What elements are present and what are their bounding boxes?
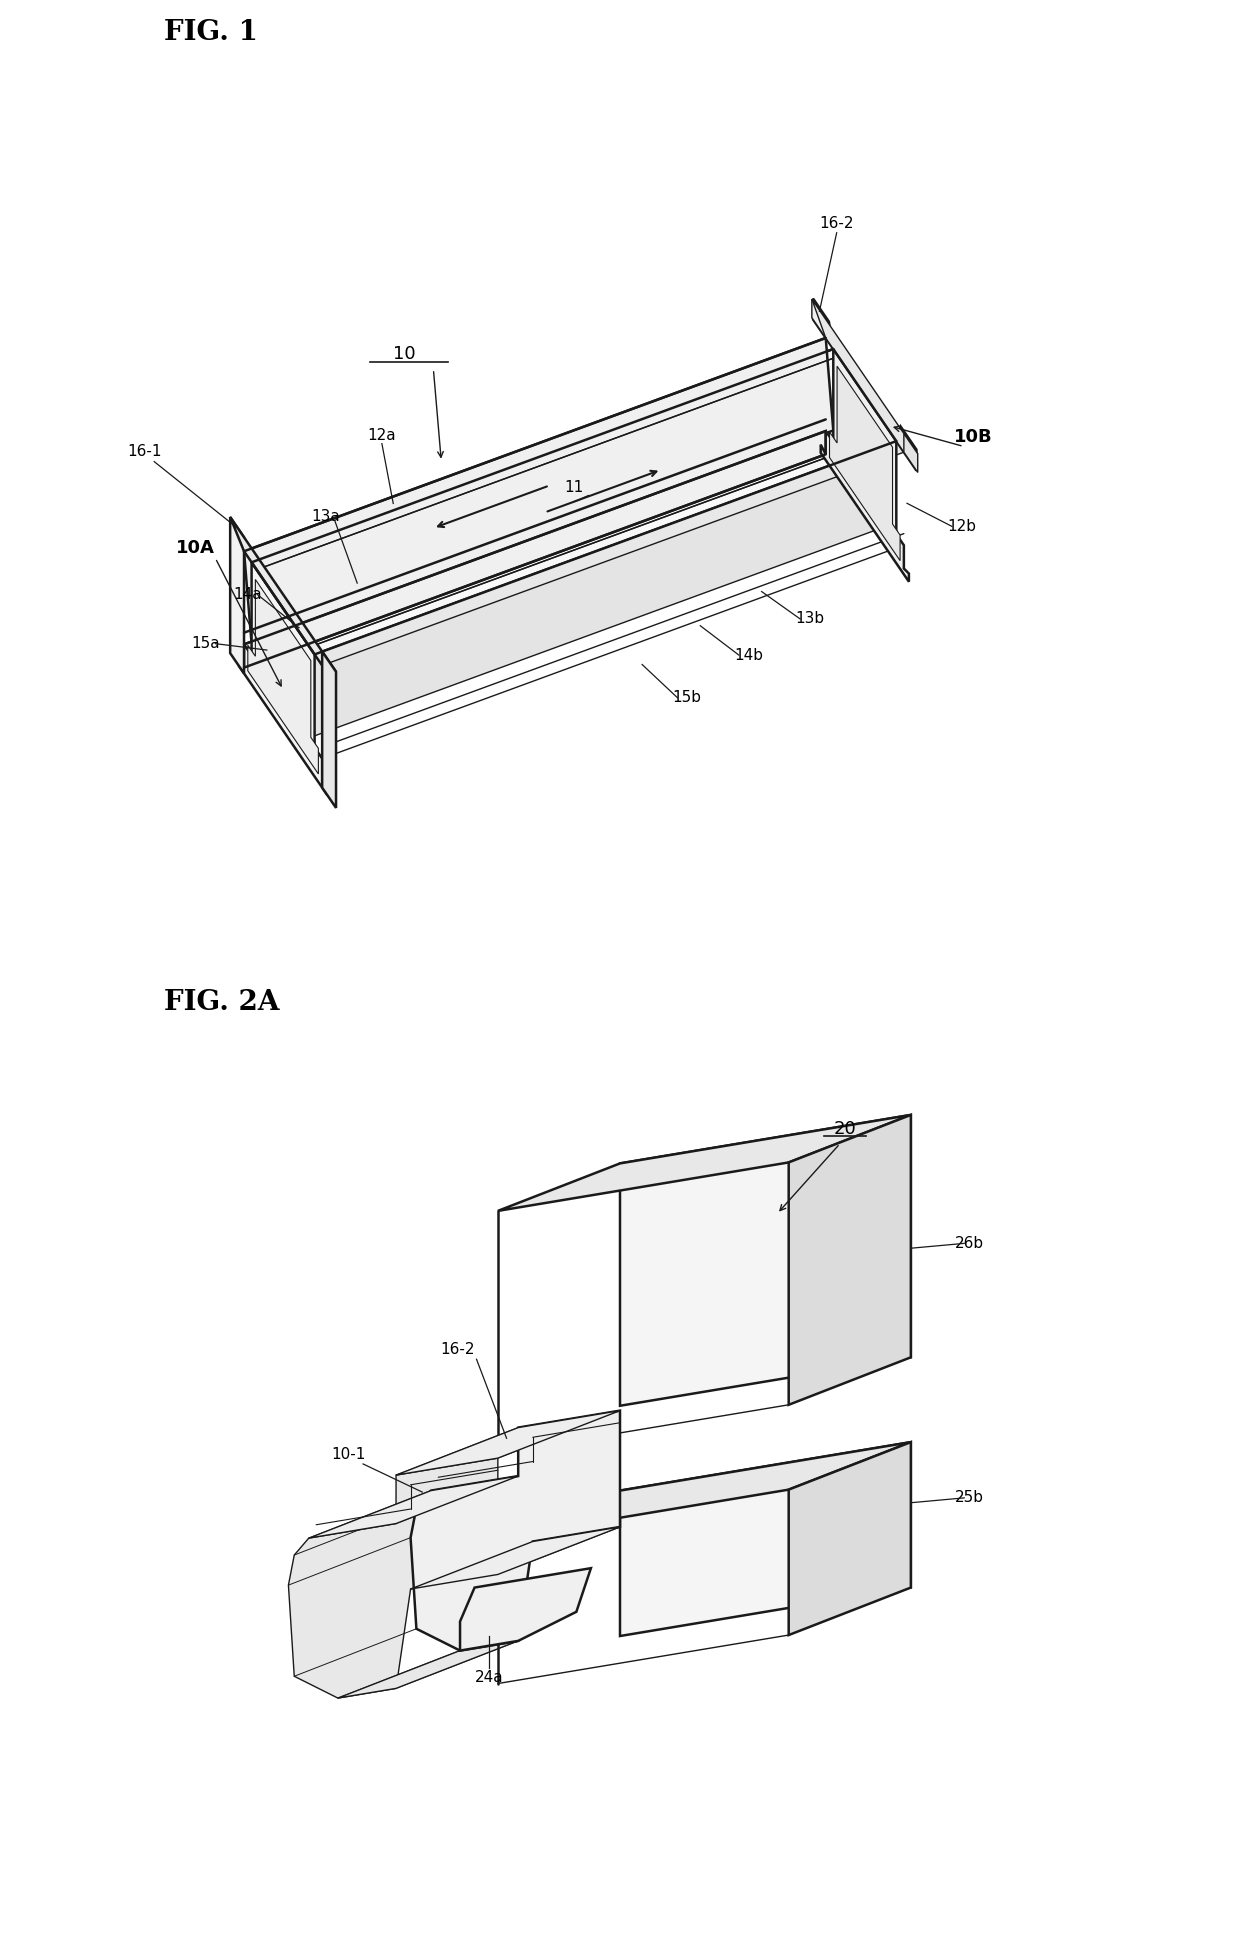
Text: 16-2: 16-2 [440,1342,475,1357]
Text: FIG. 2A: FIG. 2A [165,989,280,1016]
Polygon shape [322,652,336,809]
Text: 13b: 13b [795,611,825,626]
Text: 13a: 13a [311,508,340,524]
Polygon shape [410,1412,620,1650]
Polygon shape [239,562,327,795]
Polygon shape [830,366,900,560]
Polygon shape [789,1443,911,1635]
Polygon shape [410,1528,620,1590]
Text: 10B: 10B [954,429,993,446]
Text: 12b: 12b [947,520,976,533]
Polygon shape [289,1458,497,1699]
Text: 10-1: 10-1 [331,1446,366,1462]
Text: 10A: 10A [176,539,216,556]
Polygon shape [309,1476,518,1538]
Text: 24a: 24a [475,1669,503,1685]
Polygon shape [315,440,904,665]
Polygon shape [231,518,244,673]
Polygon shape [620,1443,911,1637]
Polygon shape [497,1443,911,1538]
Polygon shape [252,430,897,735]
Text: 16-1: 16-1 [128,444,161,460]
Polygon shape [904,434,918,473]
Text: 14a: 14a [233,588,262,601]
Text: 15a: 15a [191,636,219,652]
Polygon shape [239,446,826,667]
Polygon shape [497,1115,911,1210]
Polygon shape [620,1115,911,1406]
Polygon shape [460,1569,591,1650]
Text: 26b: 26b [955,1235,983,1251]
Text: 12a: 12a [367,429,397,444]
Polygon shape [897,427,916,471]
Polygon shape [812,299,826,337]
Polygon shape [244,337,833,644]
Polygon shape [244,430,826,667]
Polygon shape [337,1640,518,1699]
Polygon shape [821,349,909,582]
Text: 16-2: 16-2 [820,215,854,231]
Polygon shape [248,580,319,774]
Text: FIG. 1: FIG. 1 [165,19,258,47]
Polygon shape [244,430,833,655]
Text: 15b: 15b [672,690,702,706]
Polygon shape [789,1115,911,1404]
Polygon shape [813,299,833,349]
Polygon shape [252,349,897,653]
Polygon shape [231,518,336,671]
Text: 14b: 14b [734,648,763,663]
Polygon shape [812,299,918,454]
Text: 11: 11 [564,481,584,494]
Polygon shape [396,1412,620,1476]
Text: 10: 10 [393,345,415,363]
Text: 20: 20 [833,1121,857,1138]
Text: 25b: 25b [955,1491,983,1505]
